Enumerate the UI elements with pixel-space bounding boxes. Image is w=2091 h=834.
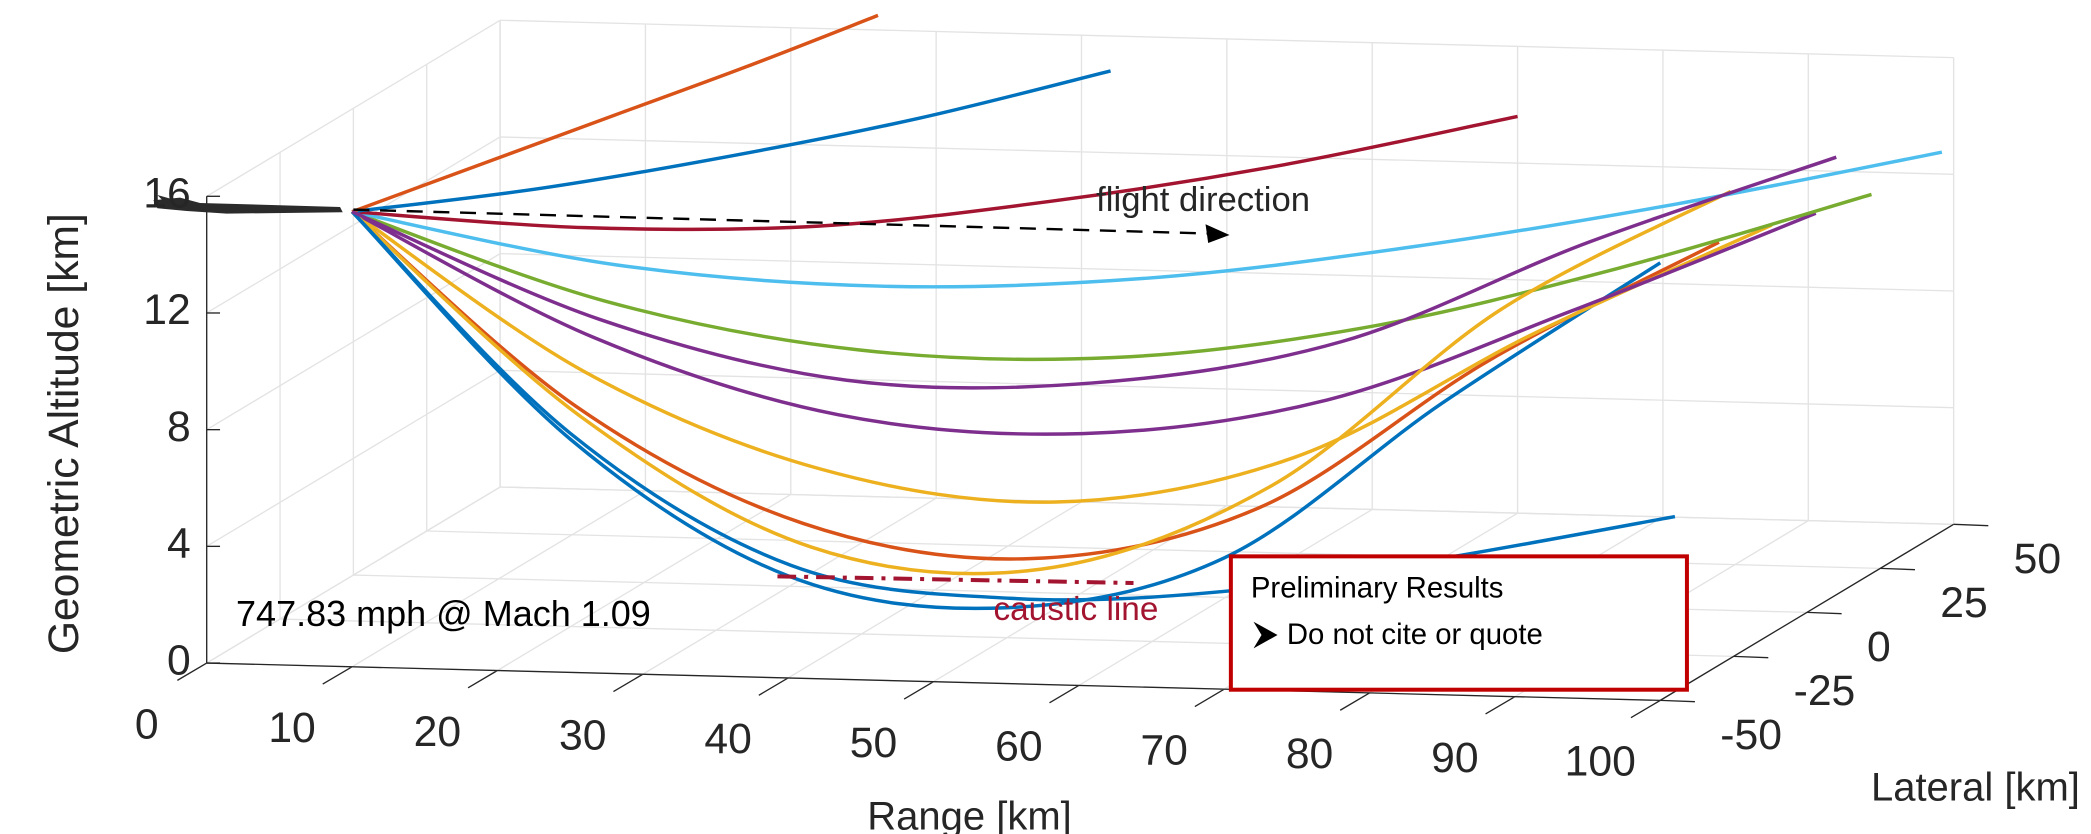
grid-line [500, 486, 1954, 526]
x-tick-label: 90 [1431, 734, 1478, 782]
ray [350, 210, 1676, 602]
ray [351, 13, 879, 214]
ray [351, 150, 1943, 289]
ray [350, 189, 1732, 576]
x-tick-label: 80 [1286, 730, 1333, 778]
x-tick-label: 40 [704, 715, 751, 763]
x-tick [903, 681, 934, 700]
x-axis [206, 662, 1661, 702]
annotation: 747.83 mph @ Mach 1.09 [236, 593, 651, 634]
y-tick [1733, 655, 1769, 659]
z-tick-label: 8 [167, 403, 191, 451]
flight-arrow [353, 208, 1214, 235]
x-tick-label: 60 [995, 723, 1042, 771]
x-tick [467, 669, 498, 689]
y-tick [1660, 699, 1695, 703]
z-axis-label: Geometric Altitude [km] [40, 213, 88, 654]
ray [350, 210, 1720, 561]
ray [350, 210, 1662, 611]
grid-line [206, 486, 501, 664]
x-tick [1339, 692, 1370, 711]
x-tick [1485, 696, 1516, 715]
y-tick [1953, 523, 1989, 527]
x-tick-label: 50 [850, 719, 897, 767]
ray [351, 69, 1111, 214]
grid-line [206, 136, 501, 314]
x-tick [1630, 699, 1661, 719]
bullet [1253, 621, 1278, 649]
ray [351, 210, 1773, 504]
aircraft [153, 197, 343, 214]
z-tick-label: 16 [143, 170, 190, 218]
grid-line [500, 136, 1954, 175]
x-tick-label: 10 [268, 704, 315, 752]
x-tick-label: 70 [1140, 726, 1187, 774]
y-tick-label: 25 [1940, 579, 1987, 627]
x-tick-label: 20 [414, 708, 461, 756]
y-axis-label: Lateral [km] [1871, 765, 2080, 809]
z-tick-label: 12 [143, 286, 190, 334]
x-tick [1194, 688, 1225, 708]
y-tick-label: 50 [2014, 535, 2061, 583]
annotation: flight direction [1096, 181, 1310, 219]
grid-line [500, 369, 1954, 409]
notice-box [1228, 554, 1689, 692]
y-tick [1880, 567, 1915, 571]
ray [351, 114, 1518, 232]
grid-line [206, 19, 501, 197]
y-tick-label: 0 [1867, 623, 1891, 671]
x-tick-label: 30 [559, 712, 606, 760]
aircraft-tail [157, 194, 177, 203]
x-tick [1049, 684, 1080, 704]
notice-item: Do not cite or quote [1287, 618, 1543, 651]
x-tick [758, 677, 789, 696]
x-tick [613, 673, 644, 693]
x-axis-label: Range [km] [867, 795, 1072, 834]
x-tick [322, 666, 353, 685]
x-tick [177, 662, 208, 681]
notice-title: Preliminary Results [1251, 571, 1504, 604]
z-tick-label: 4 [167, 520, 191, 568]
grid-line [500, 19, 1954, 59]
y-axis [1659, 523, 1954, 701]
rays [350, 13, 1943, 611]
grid-line [206, 369, 501, 547]
ray [351, 210, 1817, 436]
ray [351, 192, 1872, 362]
annotation: caustic line [993, 591, 1158, 628]
ray [351, 155, 1837, 390]
y-tick [1806, 611, 1842, 615]
x-tick-label: 0 [135, 700, 159, 748]
y-tick-label: -50 [1720, 711, 1782, 759]
x-tick-label: 100 [1565, 738, 1636, 786]
z-tick-label: 0 [167, 636, 191, 684]
flight-arrow-head [1205, 224, 1230, 243]
y-tick-label: -25 [1794, 667, 1856, 715]
